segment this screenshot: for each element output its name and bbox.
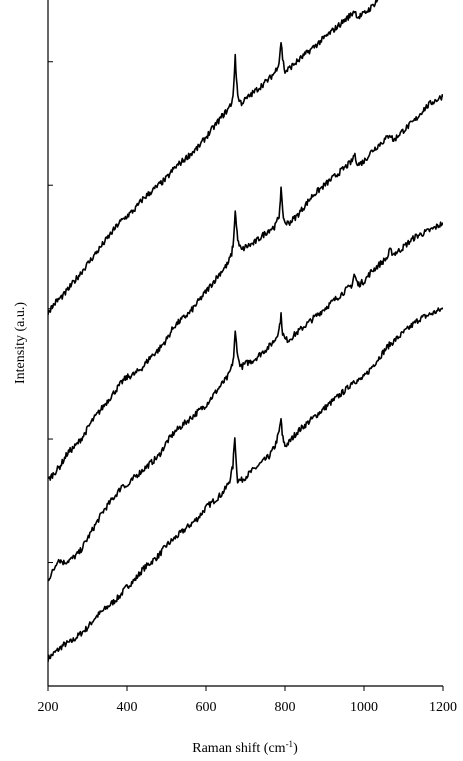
x-axis-label-close: ) [293, 741, 298, 756]
plot-area: 200 400 600 800 1000 1200 [38, 0, 457, 715]
y-axis-label: Intensity (a.u.) [13, 302, 28, 384]
spectrum-line-2 [48, 221, 443, 582]
x-axis-label: Raman shift (cm-1) [192, 739, 298, 756]
x-tick-label-200: 200 [38, 700, 59, 715]
series-group [48, 0, 443, 663]
spectrum-line-3 [48, 94, 443, 481]
x-tick-label-1200: 1200 [429, 700, 457, 715]
x-axis-label-text: Raman shift (cm [192, 741, 285, 756]
x-tick-label-600: 600 [196, 700, 217, 715]
x-tick-label-1000: 1000 [350, 700, 378, 715]
x-ticks: 200 400 600 800 1000 1200 [38, 686, 457, 715]
x-axis-label-superscript: -1 [286, 739, 294, 749]
x-tick-label-400: 400 [117, 700, 138, 715]
x-tick-label-800: 800 [275, 700, 296, 715]
spectrum-line-4 [48, 0, 379, 316]
y-ticks [48, 61, 53, 564]
spectrum-line-1 [48, 307, 443, 663]
